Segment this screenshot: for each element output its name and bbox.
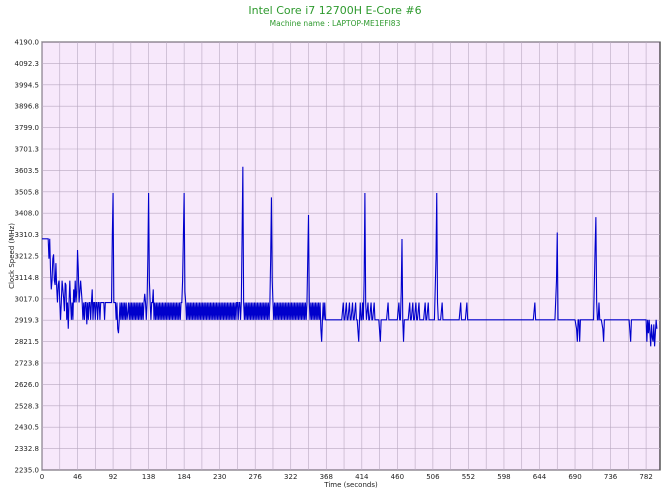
y-axis-label: Clock Speed (MHz): [8, 223, 16, 289]
y-tick-label: 3994.5: [15, 81, 40, 89]
y-tick-label: 2528.3: [15, 402, 40, 410]
x-tick-label: 460: [391, 473, 404, 481]
y-tick-label: 4190.0: [15, 39, 40, 47]
y-tick-label: 3408.0: [15, 210, 40, 218]
x-tick-label: 46: [73, 473, 82, 481]
y-tick-label: 2723.8: [15, 359, 40, 367]
y-tick-label: 4092.3: [15, 60, 40, 68]
x-tick-label: 414: [355, 473, 369, 481]
chart-subtitle: Machine name : LAPTOP-ME1EFI83: [270, 19, 401, 28]
x-tick-label: 644: [533, 473, 547, 481]
x-tick-label: 276: [249, 473, 263, 481]
x-tick-label: 552: [462, 473, 475, 481]
x-tick-label: 230: [213, 473, 226, 481]
y-tick-label: 3310.3: [15, 231, 40, 239]
y-tick-label: 2626.0: [15, 381, 40, 389]
y-tick-label: 2430.5: [15, 424, 40, 432]
y-tick-label: 3701.3: [15, 145, 40, 153]
chart-title: Intel Core i7 12700H E-Core #6: [248, 4, 421, 17]
y-tick-label: 3017.0: [15, 295, 40, 303]
x-tick-label: 736: [604, 473, 618, 481]
x-tick-label: 184: [177, 473, 191, 481]
x-tick-label: 138: [142, 473, 155, 481]
y-tick-label: 2235.0: [15, 467, 40, 475]
x-axis-ticks: 0 46 92 138 184 230 276 322 368 414 460 506 552 598 64…: [40, 473, 653, 481]
y-axis-ticks: 2235.0 2332.8 2430.5 2528.3 2626.0 2723.8 2821…: [15, 39, 40, 475]
x-tick-label: 782: [639, 473, 652, 481]
y-tick-label: 3505.8: [15, 188, 40, 196]
y-tick-label: 2919.3: [15, 317, 40, 325]
x-tick-label: 322: [284, 473, 297, 481]
y-tick-label: 3603.5: [15, 167, 40, 175]
y-tick-label: 3212.5: [15, 253, 40, 261]
grid-lines: [42, 42, 660, 470]
x-tick-label: 506: [426, 473, 440, 481]
y-tick-label: 2332.8: [15, 445, 40, 453]
y-tick-label: 3114.8: [15, 274, 40, 282]
y-tick-label: 3799.0: [15, 124, 40, 132]
x-axis-label: Time (seconds): [323, 481, 378, 489]
x-tick-label: 92: [109, 473, 118, 481]
x-tick-label: 368: [320, 473, 333, 481]
x-tick-label: 598: [497, 473, 510, 481]
y-tick-label: 3896.8: [15, 103, 40, 111]
x-tick-label: 690: [568, 473, 581, 481]
y-tick-label: 2821.5: [15, 338, 40, 346]
x-tick-label: 0: [40, 473, 44, 481]
